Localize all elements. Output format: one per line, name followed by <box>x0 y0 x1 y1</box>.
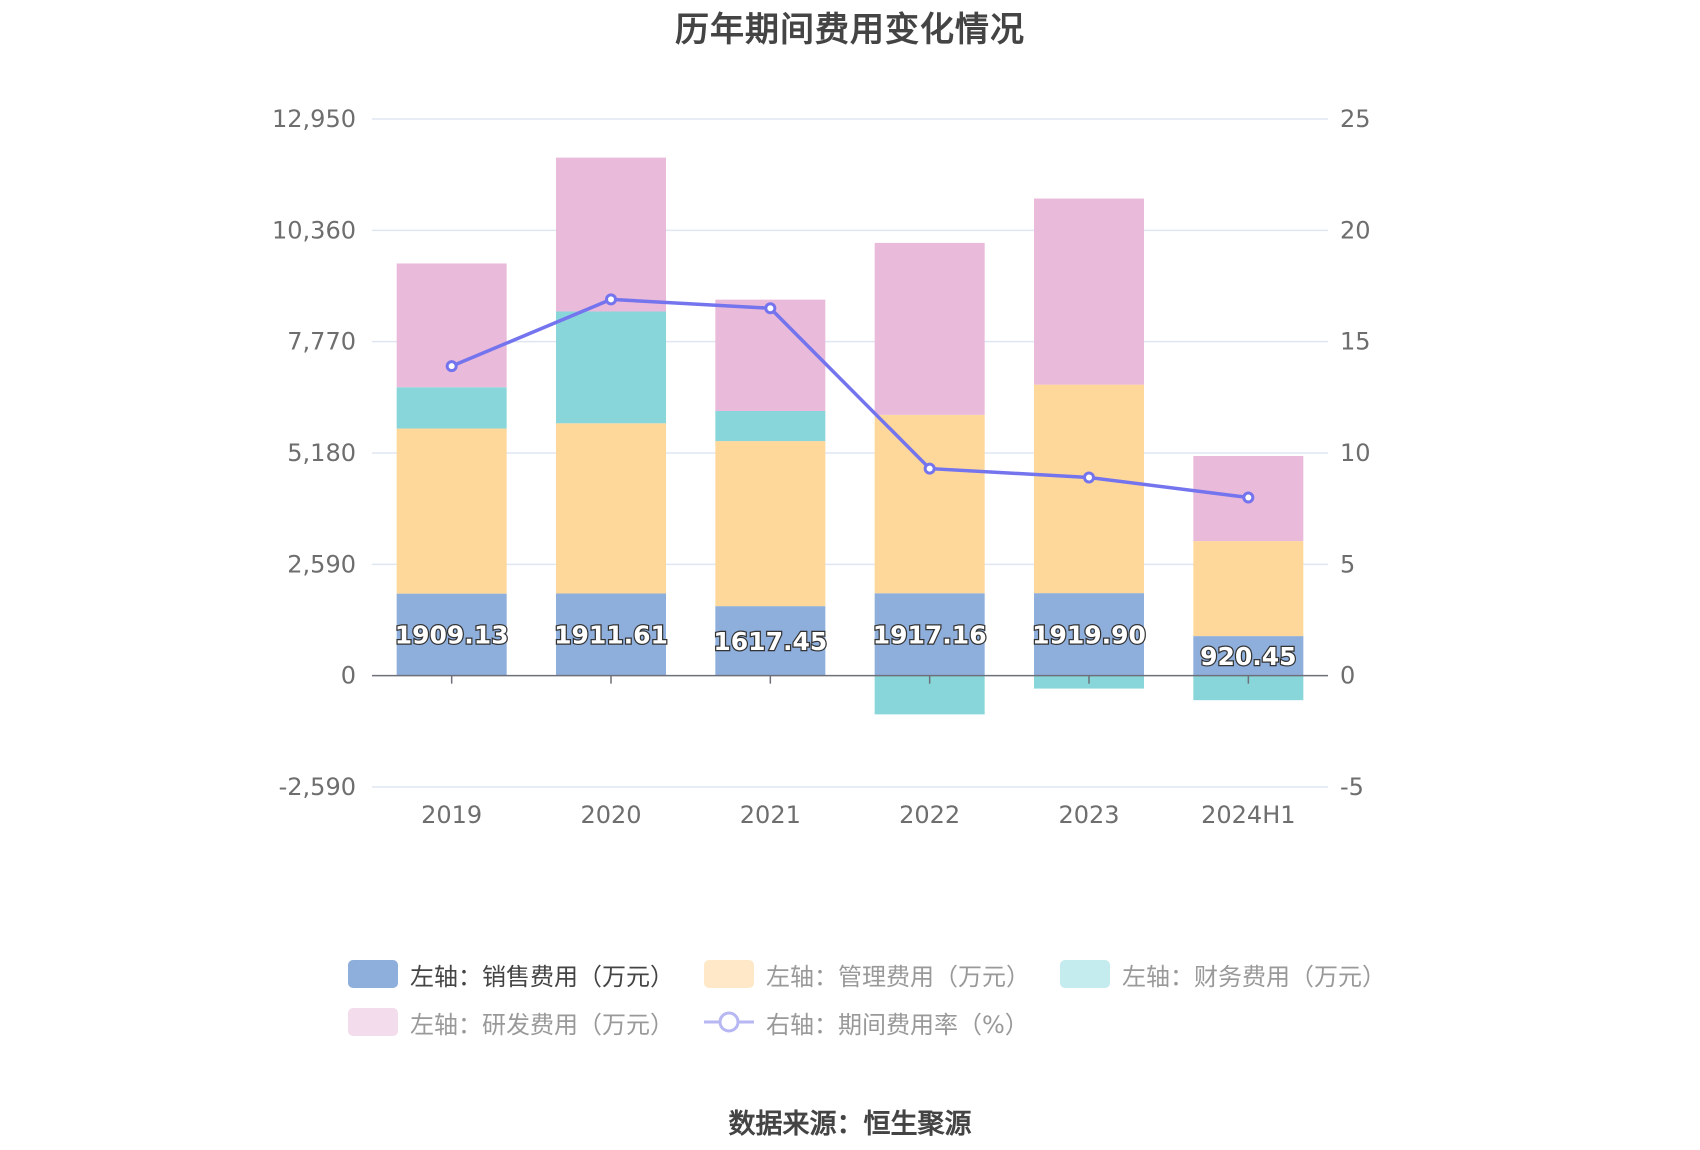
bars <box>396 157 1304 715</box>
bar-segment <box>556 157 666 312</box>
bar-segment <box>715 606 826 676</box>
bar-segment <box>556 593 666 676</box>
right-axis-ticks: 25 20 15 10 5 0 -5 <box>1340 105 1371 801</box>
x-tick-label: 2021 <box>740 801 801 829</box>
rate-point <box>1083 471 1095 484</box>
x-tick-label: 2024H1 <box>1201 801 1295 829</box>
data-labels: 1909.13 1911.61 1617.45 1917.16 1919.90 920.4… <box>393 619 1297 672</box>
left-tick-label: 0 <box>341 662 356 690</box>
sales-data-label: 1909.13 <box>395 621 509 650</box>
rate-point <box>923 462 936 475</box>
right-tick-label: 5 <box>1340 550 1355 578</box>
legend-swatch-rate <box>704 1008 754 1036</box>
rate-point <box>1242 491 1255 504</box>
x-tick-label: 2019 <box>421 801 482 829</box>
left-tick-label: 7,770 <box>287 328 356 356</box>
legend-item-finance[interactable]: 左轴：财务费用（万元） <box>1060 957 1386 992</box>
legend-label-sales: 左轴：销售费用（万元） <box>410 962 674 991</box>
right-tick-label: 20 <box>1340 216 1371 244</box>
x-tick-label: 2020 <box>580 801 641 829</box>
left-tick-label: 5,180 <box>287 439 356 467</box>
legend-label-rate: 右轴：期间费用率（%） <box>766 1010 1029 1039</box>
legend-label-rd: 左轴：研发费用（万元） <box>410 1010 674 1039</box>
bar-segment <box>556 311 666 424</box>
bar-segment <box>715 410 826 442</box>
bar-segment <box>874 242 985 415</box>
sales-data-label: 1911.61 <box>554 621 668 650</box>
x-axis-ticks: 2019 2020 2021 2022 2023 2024H1 <box>421 801 1295 829</box>
left-tick-label: -2,590 <box>279 773 356 801</box>
bar-segment <box>396 593 507 676</box>
right-tick-label: 15 <box>1340 328 1371 356</box>
x-axis <box>372 674 1328 684</box>
bar-segment <box>1193 541 1304 637</box>
legend-label-finance: 左轴：财务费用（万元） <box>1122 962 1386 991</box>
bar-segment <box>715 441 826 607</box>
legend-item-sales[interactable]: 左轴：销售费用（万元） <box>348 957 674 992</box>
bar-segment <box>715 299 826 411</box>
bar-segment <box>556 423 666 594</box>
left-tick-label: 10,360 <box>272 216 356 244</box>
chart-title: 历年期间费用变化情况 <box>675 10 1025 50</box>
bar-segment <box>1034 198 1144 385</box>
left-tick-label: 2,590 <box>287 550 356 578</box>
sales-data-label: 1919.90 <box>1032 620 1146 649</box>
legend-item-rate[interactable]: 右轴：期间费用率（%） <box>704 1005 1029 1040</box>
sales-data-label: 1917.16 <box>873 620 987 649</box>
legend-swatch-rd <box>348 1008 398 1036</box>
bar-segment <box>396 387 507 429</box>
right-tick-label: -5 <box>1340 773 1364 801</box>
bar-segment <box>396 428 507 594</box>
legend-row-1: 左轴：销售费用（万元） 左轴：管理费用（万元） 左轴：财务费用（万元） <box>348 950 1388 998</box>
legend-item-admin[interactable]: 左轴：管理费用（万元） <box>704 957 1030 992</box>
bar-segment <box>1034 593 1144 676</box>
bar-segment <box>1193 636 1304 676</box>
legend: 左轴：销售费用（万元） 左轴：管理费用（万元） 左轴：财务费用（万元） 左轴：研… <box>348 950 1388 1046</box>
right-tick-label: 10 <box>1340 439 1371 467</box>
legend-label-admin: 左轴：管理费用（万元） <box>766 962 1030 991</box>
right-tick-label: 0 <box>1340 662 1355 690</box>
bar-segment <box>1034 384 1144 594</box>
rate-line <box>445 293 1255 504</box>
x-tick-label: 2023 <box>1058 801 1119 829</box>
bar-segment <box>874 414 985 594</box>
x-tick-label: 2022 <box>899 801 960 829</box>
source-text: 数据来源：恒生聚源 <box>728 1109 972 1140</box>
bar-segment <box>874 593 985 676</box>
rate-point <box>605 293 617 306</box>
sales-data-label: 920.45 <box>1200 642 1296 671</box>
rate-point <box>764 302 777 315</box>
grid-lines <box>372 118 1328 788</box>
sales-data-label: 1617.45 <box>713 627 827 656</box>
legend-swatch-finance <box>1060 960 1110 988</box>
legend-swatch-admin <box>704 960 754 988</box>
right-tick-label: 25 <box>1340 105 1371 133</box>
left-tick-label: 12,950 <box>272 105 356 133</box>
rate-point <box>445 360 458 373</box>
rate-line-path <box>450 297 1249 500</box>
left-axis-ticks: 12,950 10,360 7,770 5,180 2,590 0 -2,590 <box>272 105 356 801</box>
legend-swatch-sales <box>348 960 398 988</box>
legend-item-rd[interactable]: 左轴：研发费用（万元） <box>348 1005 674 1040</box>
legend-row-2: 左轴：研发费用（万元） 右轴：期间费用率（%） <box>348 998 1388 1046</box>
